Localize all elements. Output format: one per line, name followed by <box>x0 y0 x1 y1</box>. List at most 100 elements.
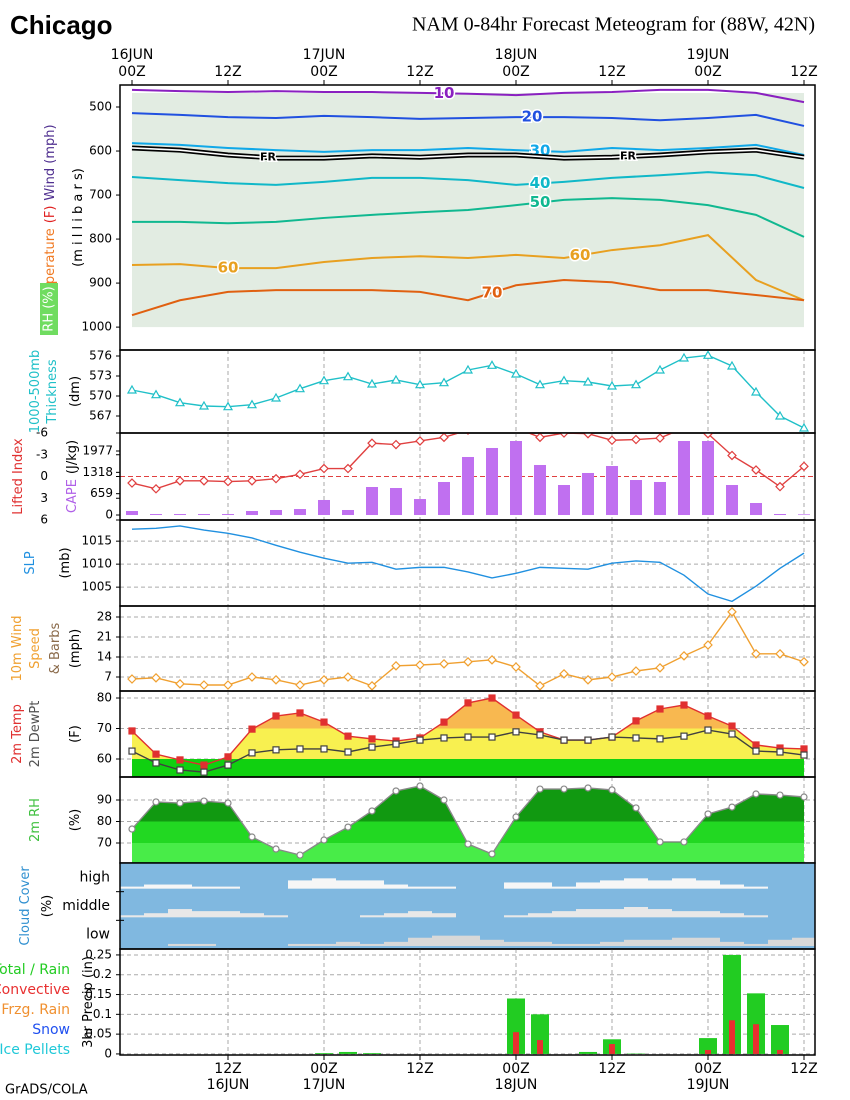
rh-badge <box>40 283 58 335</box>
marker <box>728 803 736 811</box>
marker <box>583 675 593 685</box>
marker <box>200 768 208 776</box>
y-axis-label: 3hr Precip (in) <box>81 956 96 1048</box>
cloud-bar <box>384 913 408 918</box>
marker <box>415 660 425 670</box>
cloud-bar <box>168 884 192 889</box>
marker <box>703 433 713 439</box>
cloud-bar <box>528 913 552 918</box>
marker <box>247 672 257 682</box>
contour-label: FR <box>620 149 637 162</box>
marker <box>750 386 762 396</box>
panel <box>120 863 815 949</box>
x-tick-label: 12Z <box>790 1061 817 1077</box>
marker <box>607 672 617 682</box>
y-axis-label-part: Wind (mph) <box>43 124 58 200</box>
cloud-bar <box>504 941 528 946</box>
bar <box>150 514 162 516</box>
marker <box>342 371 354 381</box>
marker <box>271 675 281 685</box>
y-tick-label: 0.15 <box>85 987 112 1001</box>
marker <box>368 807 376 815</box>
marker <box>512 813 520 821</box>
cloud-bar <box>456 935 480 946</box>
marker <box>727 450 737 461</box>
y2-tick-label: 1977 <box>82 444 113 458</box>
cloud-bar <box>744 886 768 889</box>
y-tick-label: 80 <box>97 691 112 705</box>
marker <box>439 433 449 443</box>
cloud-bar <box>696 911 720 918</box>
panel <box>120 606 815 691</box>
marker <box>247 476 257 486</box>
x-date-label: 16JUN <box>207 1077 250 1093</box>
y-tick-label: 90 <box>97 793 112 807</box>
precip-bar <box>507 998 525 1054</box>
marker <box>296 709 304 717</box>
panel <box>120 949 815 1055</box>
cloud-bar <box>624 907 648 918</box>
marker <box>655 433 665 443</box>
marker <box>775 649 785 659</box>
marker <box>320 836 328 844</box>
marker <box>728 722 736 730</box>
marker <box>560 736 568 744</box>
bar <box>558 484 570 516</box>
marker <box>176 799 184 807</box>
cloud-bar <box>144 913 168 918</box>
contour-line <box>132 197 805 238</box>
area-fill-warm <box>253 698 736 729</box>
legend-label: Frzg. Rain <box>1 1002 70 1018</box>
marker <box>512 728 520 736</box>
bar <box>582 472 594 516</box>
y-axis-label: 10m Wind <box>10 615 25 681</box>
precip-bar <box>513 1032 519 1054</box>
panel <box>126 350 810 433</box>
y-tick-label: 1010 <box>81 557 112 571</box>
panel <box>120 777 815 863</box>
y-axis-label: 2m DewPt <box>28 701 43 768</box>
precip-bar <box>753 1024 759 1054</box>
marker <box>272 746 280 754</box>
marker <box>655 663 665 673</box>
marker <box>487 655 497 665</box>
bar <box>750 503 762 516</box>
y-axis-label-part: & Barbs <box>48 623 63 675</box>
y-axis-label-part: 2m DewPt <box>28 701 43 768</box>
cloud-bar <box>192 886 216 889</box>
marker <box>491 433 493 434</box>
cloud-bar <box>528 882 552 889</box>
cloud-bar <box>216 911 240 918</box>
marker <box>343 463 353 474</box>
marker <box>224 799 232 807</box>
marker <box>584 736 592 744</box>
marker <box>536 731 544 739</box>
marker <box>702 350 714 359</box>
cloud-bar <box>648 939 672 946</box>
x-date-label: 19JUN <box>687 47 730 63</box>
cloud-bar <box>360 880 384 889</box>
chart-title: NAM 0-84hr Forecast Meteogram for (88W, … <box>412 14 815 36</box>
marker <box>150 389 162 399</box>
y-axis-label: (dm) <box>68 376 83 407</box>
y-axis-label-part: 1000-500mb <box>28 350 43 434</box>
cloud-bar <box>744 915 768 918</box>
cloud-layer-label: high <box>79 869 110 885</box>
y-axis-label-part: 2m Temp <box>10 704 25 764</box>
marker <box>559 433 569 438</box>
footer: GrADS/COLA <box>5 1083 88 1098</box>
marker <box>248 725 256 733</box>
marker <box>631 666 641 676</box>
marker <box>198 400 210 410</box>
marker <box>224 753 232 761</box>
marker <box>631 434 641 445</box>
low-band <box>132 759 804 777</box>
bar <box>438 481 450 516</box>
y-axis-label: (mb) <box>58 547 73 578</box>
marker <box>680 838 688 846</box>
x-tick-label: 12Z <box>214 1061 241 1077</box>
cloud-bar <box>336 941 360 946</box>
marker <box>510 368 522 378</box>
marker <box>608 733 616 741</box>
